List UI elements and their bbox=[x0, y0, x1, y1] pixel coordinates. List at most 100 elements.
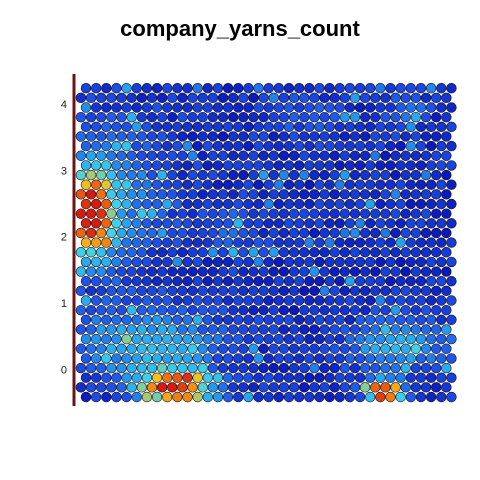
hex-cell bbox=[111, 276, 122, 287]
hex-cell bbox=[410, 131, 422, 142]
hex-cell bbox=[400, 343, 411, 354]
hex-cell bbox=[126, 227, 137, 239]
hex-cell bbox=[400, 382, 411, 393]
hex-cell bbox=[151, 333, 163, 345]
hex-cell bbox=[182, 314, 193, 325]
hex-cell bbox=[197, 304, 208, 316]
hex-cell bbox=[410, 266, 422, 277]
hex-cell bbox=[172, 102, 183, 113]
hex-cell bbox=[420, 382, 432, 393]
hex-cell bbox=[222, 82, 234, 94]
hex-cell bbox=[172, 333, 183, 345]
hex-cell bbox=[446, 391, 457, 403]
hex-cell bbox=[207, 150, 219, 161]
hex-cell bbox=[390, 324, 401, 335]
hex-cell bbox=[101, 218, 112, 229]
hex-cell bbox=[141, 160, 153, 171]
hex-cell bbox=[365, 140, 376, 152]
hex-cell bbox=[375, 179, 386, 190]
hex-cell bbox=[182, 256, 193, 268]
hex-cell bbox=[299, 227, 310, 239]
hex-cell bbox=[90, 82, 102, 94]
hex-cell bbox=[314, 198, 325, 210]
hex-cell bbox=[172, 391, 183, 403]
hex-cell bbox=[258, 189, 269, 200]
hex-cell bbox=[344, 82, 356, 94]
hex-cell bbox=[192, 295, 203, 306]
hex-cell bbox=[339, 266, 351, 277]
hex-cell bbox=[405, 140, 416, 152]
hex-cell bbox=[349, 382, 361, 393]
hex-cell bbox=[141, 179, 153, 190]
hex-cell bbox=[238, 343, 249, 354]
hex-cell bbox=[395, 256, 406, 268]
hex-cell bbox=[238, 362, 249, 374]
hex-cell bbox=[182, 333, 193, 345]
hex-cell bbox=[385, 256, 396, 268]
hex-cell bbox=[248, 189, 259, 200]
hex-cell bbox=[141, 237, 153, 248]
hex-cell bbox=[192, 179, 203, 190]
hex-cell bbox=[354, 353, 366, 364]
hex-cell bbox=[222, 140, 234, 152]
hex-cell bbox=[370, 169, 381, 181]
hex-cell bbox=[359, 150, 371, 161]
hex-cell bbox=[349, 324, 361, 335]
hex-cell bbox=[116, 285, 127, 297]
hex-cell bbox=[202, 160, 214, 171]
hex-cell bbox=[359, 111, 371, 123]
hex-cell bbox=[111, 314, 122, 325]
hex-cell bbox=[248, 382, 259, 393]
hex-cell bbox=[273, 353, 285, 364]
hex-cell bbox=[375, 160, 386, 171]
hex-cell bbox=[410, 247, 422, 258]
hex-cell bbox=[278, 285, 290, 297]
hex-cell bbox=[177, 92, 188, 104]
hex-cell bbox=[197, 247, 208, 258]
hex-cell bbox=[405, 391, 416, 403]
hex-cell bbox=[390, 208, 401, 219]
hex-cell bbox=[365, 353, 376, 364]
hex-cell bbox=[131, 391, 142, 403]
hex-cell bbox=[197, 208, 208, 219]
hex-cell bbox=[304, 121, 315, 133]
hex-cell bbox=[446, 82, 457, 94]
hex-cell bbox=[253, 198, 264, 210]
hex-cell bbox=[167, 304, 178, 316]
hex-cell bbox=[314, 295, 325, 306]
hex-cell bbox=[80, 121, 92, 133]
hex-cell bbox=[217, 227, 229, 239]
hex-cell bbox=[405, 353, 416, 364]
hex-cell bbox=[446, 198, 457, 210]
hex-cell bbox=[136, 304, 148, 316]
hex-cell bbox=[131, 121, 142, 133]
hex-cell bbox=[248, 227, 259, 239]
hex-cell bbox=[248, 131, 259, 142]
hex-cell bbox=[202, 82, 214, 94]
hex-cell bbox=[400, 285, 411, 297]
hex-cell bbox=[400, 150, 411, 161]
hex-cell bbox=[217, 92, 229, 104]
hex-cell bbox=[248, 266, 259, 277]
hex-cell bbox=[85, 324, 97, 335]
hex-cell bbox=[283, 295, 295, 306]
hex-cell bbox=[344, 121, 356, 133]
hex-cell bbox=[212, 102, 224, 113]
hex-cell bbox=[90, 198, 102, 210]
hex-cell bbox=[207, 285, 219, 297]
hex-cell bbox=[182, 102, 193, 113]
hex-cell bbox=[263, 353, 274, 364]
hex-cell bbox=[162, 160, 173, 171]
hex-cell bbox=[405, 237, 416, 248]
hex-cell bbox=[146, 131, 158, 142]
hex-cell bbox=[187, 247, 198, 258]
hex-cell bbox=[319, 382, 330, 393]
hex-cell bbox=[410, 208, 422, 219]
hex-cell bbox=[131, 102, 142, 113]
hex-cell bbox=[146, 92, 158, 104]
hex-cell bbox=[233, 218, 244, 229]
hex-cell bbox=[278, 247, 290, 258]
hex-cell bbox=[243, 140, 254, 152]
hex-cell bbox=[268, 169, 279, 181]
hex-cell bbox=[177, 150, 188, 161]
